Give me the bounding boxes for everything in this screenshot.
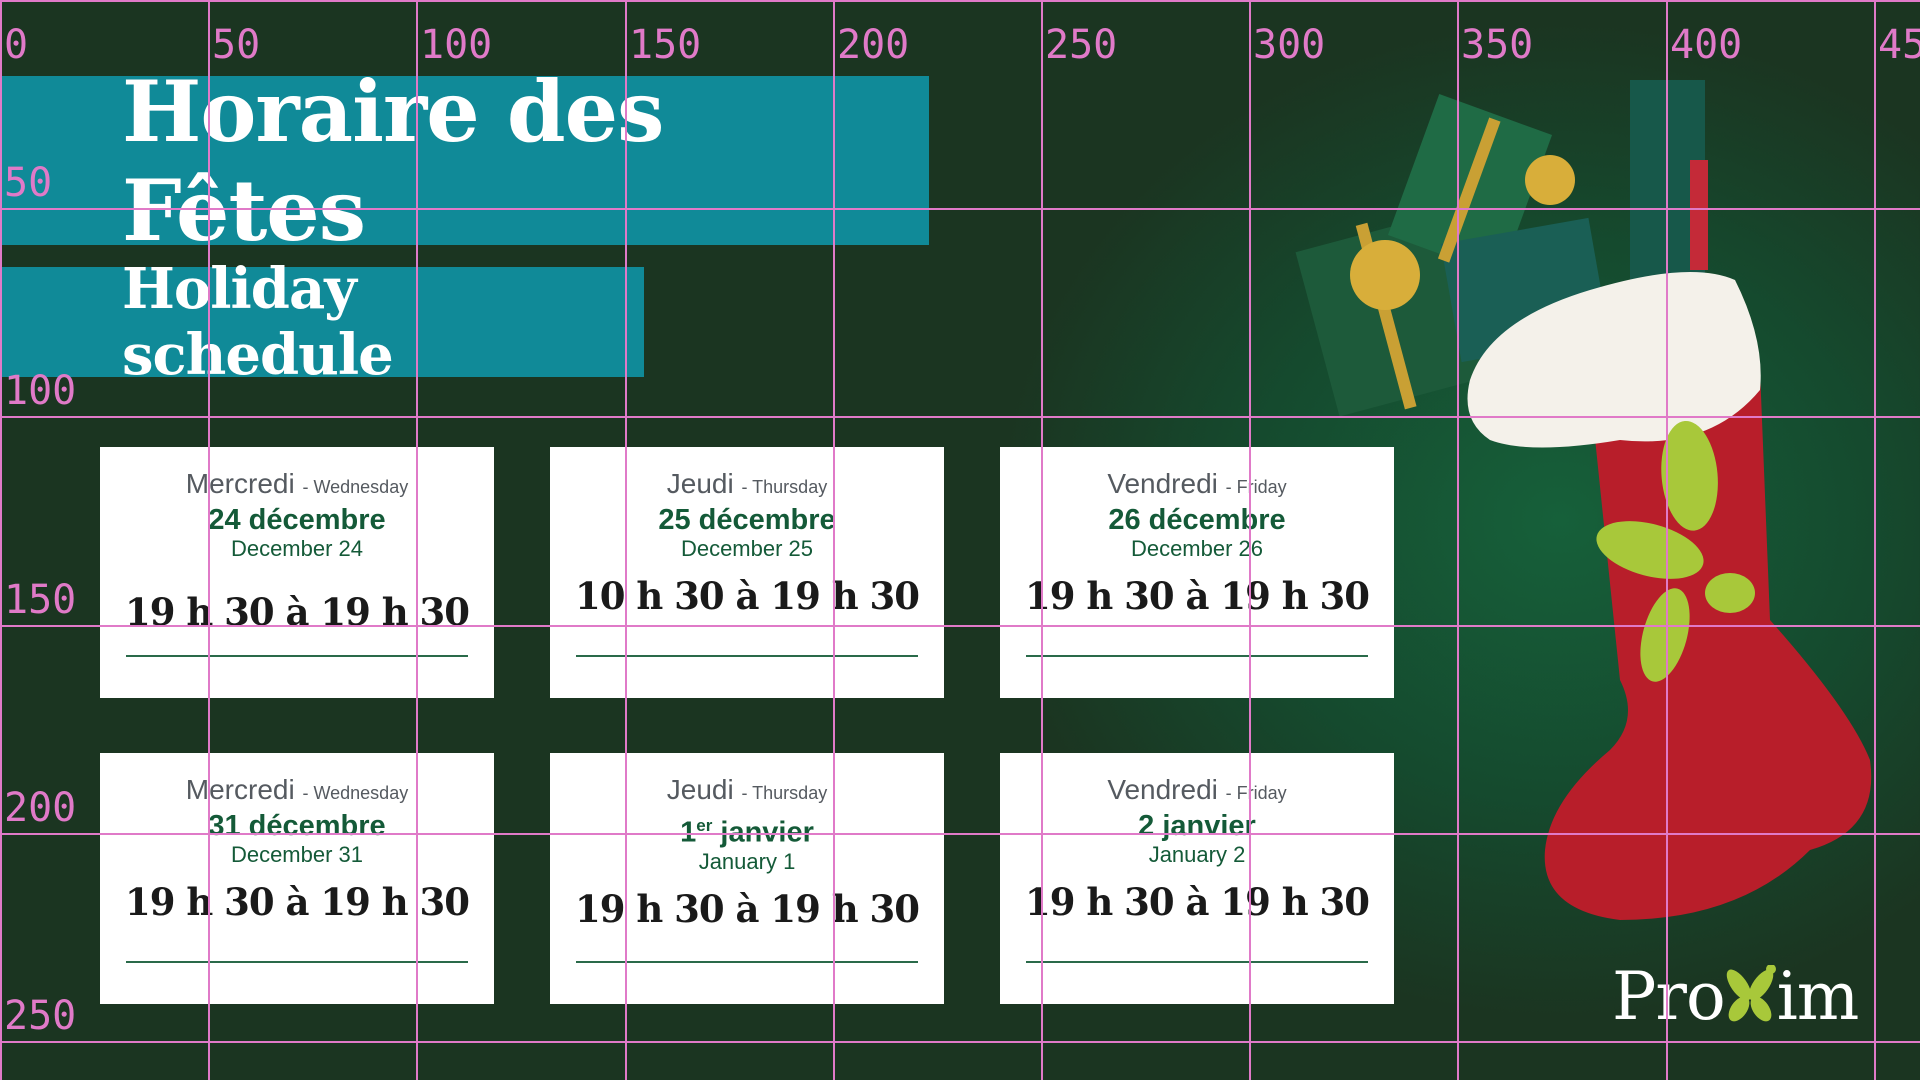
day-fr: Jeudi bbox=[666, 774, 734, 805]
grid-label-x: 100 bbox=[420, 22, 493, 68]
hours: 10 h 30 à 19 h 30 bbox=[574, 574, 920, 618]
grid-line-horizontal bbox=[0, 833, 1920, 835]
logo-text: Pro bbox=[1612, 958, 1726, 1035]
divider bbox=[576, 961, 918, 963]
grid-label-y: 200 bbox=[4, 785, 77, 831]
divider bbox=[126, 961, 468, 963]
divider bbox=[1026, 961, 1368, 963]
page-title: Horaire des Fêtes bbox=[0, 62, 929, 260]
day-fr: Vendredi bbox=[1107, 774, 1218, 805]
grid-label-x: 45 bbox=[1878, 22, 1920, 68]
date-fr: 1er janvier bbox=[550, 810, 944, 849]
date-fr: 26 décembre bbox=[1108, 504, 1286, 536]
grid-line-vertical bbox=[208, 0, 210, 1080]
day-en: - Wednesday bbox=[302, 783, 409, 803]
christmas-stocking-illustration bbox=[1295, 80, 1872, 920]
date-day: 1 bbox=[680, 817, 696, 849]
day-fr: Mercredi bbox=[185, 774, 295, 805]
grid-line-vertical bbox=[0, 0, 2, 1080]
date-fr: 31 décembre bbox=[208, 810, 386, 842]
date-fr: 24 décembre bbox=[208, 504, 386, 536]
hours: 19 h 30 à 19 h 30 bbox=[574, 886, 920, 931]
hours: 19 h 30 à 19 h 30 bbox=[1024, 574, 1370, 618]
grid-label-x: 400 bbox=[1670, 22, 1743, 68]
day-en: - Friday bbox=[1225, 477, 1287, 497]
grid-label-x: 50 bbox=[212, 22, 261, 68]
hours: 19 h 30 à 19 h 30 bbox=[124, 590, 470, 634]
grid-label-x: 200 bbox=[837, 22, 910, 68]
proxim-logo: Pro im bbox=[1612, 958, 1860, 1035]
day-fr: Jeudi bbox=[666, 468, 734, 499]
schedule-card: Vendredi - Friday 26 décembre December 2… bbox=[1000, 447, 1394, 698]
stocking-cuff bbox=[1467, 272, 1761, 448]
divider bbox=[126, 655, 468, 657]
grid-label-y: 100 bbox=[4, 368, 77, 414]
day-en: - Thursday bbox=[741, 783, 828, 803]
grid-label-y: 150 bbox=[4, 577, 77, 623]
grid-label-y: 50 bbox=[4, 160, 53, 206]
grid-line-horizontal bbox=[0, 0, 1920, 2]
grid-label-x: 150 bbox=[629, 22, 702, 68]
grid-line-horizontal bbox=[0, 625, 1920, 627]
day-en: - Wednesday bbox=[302, 477, 409, 497]
divider bbox=[576, 655, 918, 657]
proxim-leaf-icon bbox=[1725, 964, 1777, 1024]
grid-line-horizontal bbox=[0, 416, 1920, 418]
grid-label-x: 250 bbox=[1045, 22, 1118, 68]
grid-line-vertical bbox=[1874, 0, 1876, 1080]
divider bbox=[1026, 655, 1368, 657]
schedule-card: Mercredi - Wednesday 24 décembre Decembe… bbox=[100, 447, 494, 698]
grid-line-vertical bbox=[625, 0, 627, 1080]
date-en: December 31 bbox=[230, 842, 364, 867]
date-en: December 26 bbox=[1130, 536, 1264, 561]
grid-label-x: 300 bbox=[1253, 22, 1326, 68]
grid-line-vertical bbox=[1041, 0, 1043, 1080]
date-month: janvier bbox=[712, 816, 814, 849]
grid-label-x: 0 bbox=[4, 22, 29, 68]
ordinal-suffix: er bbox=[696, 816, 713, 835]
date-fr: 25 décembre bbox=[658, 504, 836, 536]
schedule-card: Jeudi - Thursday 1er janvier January 1 1… bbox=[550, 753, 944, 1004]
day-fr: Mercredi bbox=[185, 468, 295, 499]
date-en: January 2 bbox=[1148, 842, 1246, 867]
grid-line-vertical bbox=[1457, 0, 1459, 1080]
grid-line-vertical bbox=[1666, 0, 1668, 1080]
hours: 19 h 30 à 19 h 30 bbox=[1024, 880, 1370, 924]
day-fr: Vendredi bbox=[1107, 468, 1218, 499]
gift-boxes bbox=[1295, 80, 1708, 417]
grid-label-y: 250 bbox=[4, 993, 77, 1039]
grid-label-x: 350 bbox=[1461, 22, 1534, 68]
date-en: January 1 bbox=[698, 848, 796, 874]
day-en: - Friday bbox=[1225, 783, 1287, 803]
date-en: December 24 bbox=[230, 536, 364, 561]
day-en: - Thursday bbox=[741, 477, 828, 497]
grid-line-horizontal bbox=[0, 208, 1920, 210]
schedule-card: Mercredi - Wednesday 31 décembre Decembe… bbox=[100, 753, 494, 1004]
schedule-card: Vendredi - Friday 2 janvier January 2 19… bbox=[1000, 753, 1394, 1004]
logo-text: im bbox=[1776, 958, 1860, 1035]
grid-line-horizontal bbox=[0, 1041, 1920, 1043]
proxim-leaf bbox=[1661, 420, 1718, 531]
date-en: December 25 bbox=[680, 536, 814, 561]
grid-line-vertical bbox=[416, 0, 418, 1080]
stocking-body bbox=[1544, 370, 1872, 920]
hours: 19 h 30 à 19 h 30 bbox=[124, 880, 470, 924]
date-fr: 2 janvier bbox=[1138, 810, 1256, 842]
grid-line-vertical bbox=[1249, 0, 1251, 1080]
grid-line-vertical bbox=[833, 0, 835, 1080]
schedule-card: Jeudi - Thursday 25 décembre December 25… bbox=[550, 447, 944, 698]
page-subtitle: Holiday schedule bbox=[0, 256, 644, 388]
